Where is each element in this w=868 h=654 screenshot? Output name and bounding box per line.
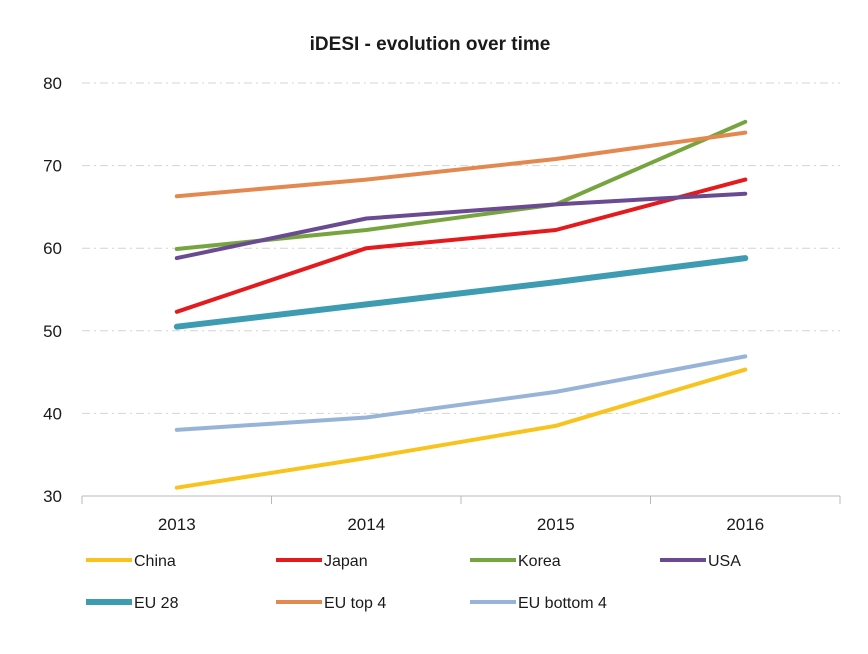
legend-item: EU bottom 4 xyxy=(470,595,607,612)
x-tick-label: 2014 xyxy=(347,515,385,534)
series-line-usa xyxy=(174,191,748,261)
legend-item: Japan xyxy=(276,553,368,570)
legend-item: EU top 4 xyxy=(276,595,386,612)
legend-label: Japan xyxy=(324,553,368,570)
series-line-eu-top-4 xyxy=(174,130,748,199)
series-line-eu-bottom-4 xyxy=(174,354,748,432)
series-line-china xyxy=(174,367,748,490)
y-tick-label: 30 xyxy=(43,487,62,506)
gridlines xyxy=(82,82,840,414)
legend-label: EU bottom 4 xyxy=(518,595,607,612)
legend: China Japan Korea USA EU 28 EU top 4 EU bottom… xyxy=(86,553,741,612)
x-tick-label: 2013 xyxy=(158,515,196,534)
legend-label: USA xyxy=(708,553,741,570)
chart-title: iDESI - evolution over time xyxy=(310,34,551,55)
y-tick-label: 50 xyxy=(43,322,62,341)
legend-item: EU 28 xyxy=(86,595,179,612)
legend-label: EU top 4 xyxy=(324,595,386,612)
y-tick-label: 60 xyxy=(43,239,62,258)
legend-item: China xyxy=(86,553,176,570)
series-line-eu-28 xyxy=(173,255,749,330)
series-line-korea xyxy=(174,119,748,251)
legend-label: Korea xyxy=(518,553,561,570)
axes: 30 40 50 60 70 80 2013 2014 2015 2016 xyxy=(43,74,841,534)
legend-item: Korea xyxy=(470,553,561,570)
series-lines xyxy=(173,119,749,490)
y-tick-label: 70 xyxy=(43,157,62,176)
x-tick-label: 2016 xyxy=(726,515,764,534)
x-tick-label: 2015 xyxy=(537,515,575,534)
legend-item: USA xyxy=(660,553,741,570)
legend-label: EU 28 xyxy=(134,595,179,612)
legend-label: China xyxy=(134,553,176,570)
series-line-japan xyxy=(174,177,748,314)
y-tick-label: 80 xyxy=(43,74,62,93)
y-tick-label: 40 xyxy=(43,404,62,423)
